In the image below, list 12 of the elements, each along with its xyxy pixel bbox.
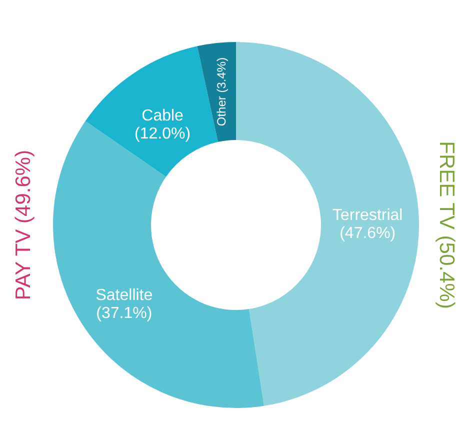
data-label: (47.6%) — [340, 224, 396, 242]
slice-label: Other (3.4%) — [214, 57, 229, 126]
slice-label: Terrestrial — [332, 206, 403, 224]
donut-slice — [197, 42, 236, 142]
slice-label: Satellite — [96, 287, 153, 304]
data-label: (12.0%) — [134, 125, 191, 142]
slice-label: Cable — [142, 107, 184, 124]
donut-slice — [236, 42, 419, 406]
text: PAY TV (49.6%) — [12, 150, 35, 300]
donut-slice — [85, 46, 218, 177]
text: FREE TV (50.4%) — [435, 141, 458, 309]
data-label: (37.1%) — [96, 305, 152, 322]
